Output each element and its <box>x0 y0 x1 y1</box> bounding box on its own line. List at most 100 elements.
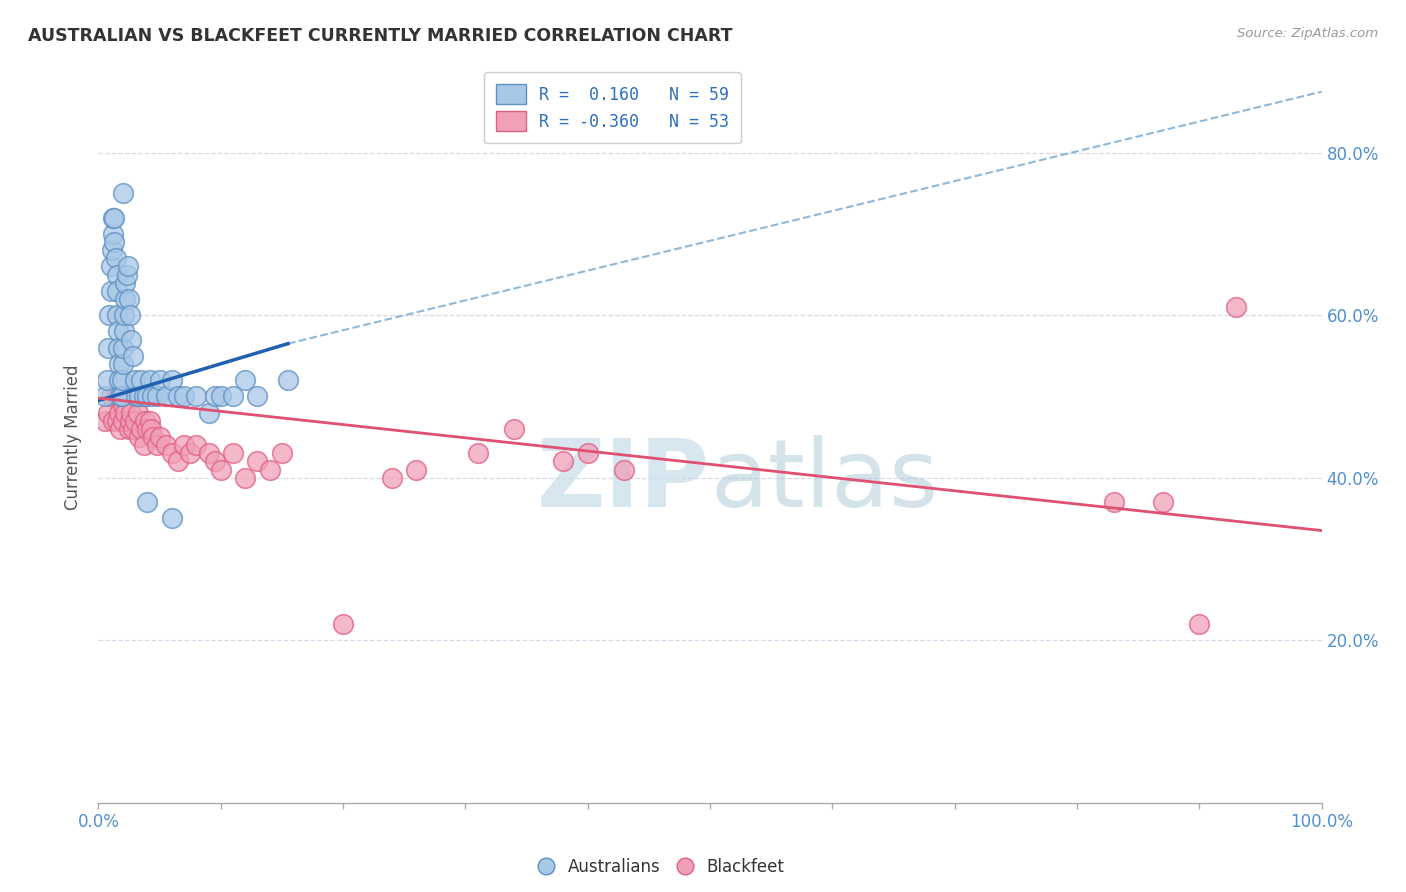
Text: AUSTRALIAN VS BLACKFEET CURRENTLY MARRIED CORRELATION CHART: AUSTRALIAN VS BLACKFEET CURRENTLY MARRIE… <box>28 27 733 45</box>
Point <box>233 471 256 485</box>
Point <box>112 325 135 339</box>
Point <box>209 462 232 476</box>
Point <box>209 389 232 403</box>
Point <box>186 438 208 452</box>
Point <box>259 462 281 476</box>
Point <box>204 454 226 468</box>
Point <box>124 373 146 387</box>
Point <box>124 414 146 428</box>
Point <box>110 422 132 436</box>
Point <box>332 617 354 632</box>
Point <box>381 471 404 485</box>
Point <box>114 276 136 290</box>
Point <box>246 389 269 403</box>
Point <box>141 389 163 403</box>
Y-axis label: Currently Married: Currently Married <box>65 364 83 510</box>
Point <box>1152 495 1174 509</box>
Point <box>1188 617 1211 632</box>
Point <box>97 341 120 355</box>
Point <box>405 462 427 476</box>
Point <box>121 349 143 363</box>
Point <box>101 243 124 257</box>
Point <box>127 406 149 420</box>
Point <box>105 414 128 428</box>
Point <box>105 308 128 322</box>
Point <box>142 430 165 444</box>
Point <box>105 284 128 298</box>
Point <box>118 422 141 436</box>
Point <box>146 438 169 452</box>
Point <box>101 414 124 428</box>
Point <box>100 284 122 298</box>
Point <box>160 446 183 460</box>
Point <box>155 438 177 452</box>
Point <box>576 446 599 460</box>
Point <box>134 414 156 428</box>
Point <box>132 389 155 403</box>
Point <box>553 454 575 468</box>
Point <box>467 446 489 460</box>
Point <box>103 235 125 249</box>
Point <box>108 373 131 387</box>
Point <box>197 446 219 460</box>
Text: atlas: atlas <box>710 435 938 527</box>
Point <box>111 389 134 403</box>
Point <box>173 389 195 403</box>
Point <box>149 373 172 387</box>
Point <box>111 186 134 201</box>
Point <box>146 389 169 403</box>
Point <box>503 422 526 436</box>
Point <box>111 398 134 412</box>
Point <box>139 422 162 436</box>
Point <box>204 389 226 403</box>
Point <box>129 373 152 387</box>
Legend: Australians, Blackfeet: Australians, Blackfeet <box>531 851 792 882</box>
Point <box>186 389 208 403</box>
Point <box>1225 300 1247 314</box>
Point <box>110 389 132 403</box>
Point <box>197 406 219 420</box>
Point <box>108 357 131 371</box>
Point <box>222 389 245 403</box>
Point <box>160 373 183 387</box>
Point <box>129 422 152 436</box>
Point <box>103 211 125 225</box>
Point <box>120 308 142 322</box>
Point <box>108 406 131 420</box>
Point <box>149 430 172 444</box>
Point <box>101 211 124 225</box>
Point <box>111 373 134 387</box>
Point <box>105 268 128 282</box>
Point <box>100 389 122 403</box>
Point <box>114 406 136 420</box>
Point <box>93 414 115 428</box>
Point <box>96 373 118 387</box>
Point <box>173 438 195 452</box>
Point <box>222 446 245 460</box>
Point <box>136 389 159 403</box>
Point <box>105 389 128 403</box>
Point <box>97 406 120 420</box>
Point <box>104 252 127 266</box>
Point <box>120 414 142 428</box>
Point <box>120 333 142 347</box>
Point <box>179 446 201 460</box>
Text: ZIP: ZIP <box>537 435 710 527</box>
Point <box>107 341 129 355</box>
Point <box>160 511 183 525</box>
Point <box>121 422 143 436</box>
Point <box>233 373 256 387</box>
Point <box>1102 495 1125 509</box>
Point <box>613 462 636 476</box>
Point <box>117 260 139 274</box>
Point <box>128 430 150 444</box>
Point <box>136 422 159 436</box>
Point <box>118 292 141 306</box>
Point <box>115 268 138 282</box>
Point <box>114 292 136 306</box>
Point <box>167 389 190 403</box>
Point <box>128 389 150 403</box>
Point <box>246 454 269 468</box>
Point <box>120 406 142 420</box>
Point <box>136 495 159 509</box>
